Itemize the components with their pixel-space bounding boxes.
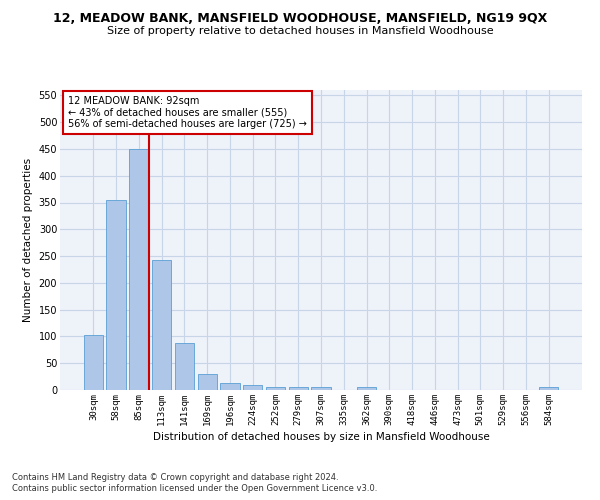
Bar bbox=[266, 388, 285, 390]
Bar bbox=[152, 260, 172, 390]
Bar bbox=[289, 388, 308, 390]
Bar bbox=[197, 374, 217, 390]
Bar bbox=[175, 343, 194, 390]
Y-axis label: Number of detached properties: Number of detached properties bbox=[23, 158, 33, 322]
Bar bbox=[220, 383, 239, 390]
Bar bbox=[357, 388, 376, 390]
Bar bbox=[84, 335, 103, 390]
Text: Size of property relative to detached houses in Mansfield Woodhouse: Size of property relative to detached ho… bbox=[107, 26, 493, 36]
Text: 12, MEADOW BANK, MANSFIELD WOODHOUSE, MANSFIELD, NG19 9QX: 12, MEADOW BANK, MANSFIELD WOODHOUSE, MA… bbox=[53, 12, 547, 26]
Bar bbox=[129, 149, 149, 390]
Bar bbox=[311, 388, 331, 390]
Text: 12 MEADOW BANK: 92sqm
← 43% of detached houses are smaller (555)
56% of semi-det: 12 MEADOW BANK: 92sqm ← 43% of detached … bbox=[68, 96, 307, 129]
Text: Contains HM Land Registry data © Crown copyright and database right 2024.: Contains HM Land Registry data © Crown c… bbox=[12, 472, 338, 482]
Bar bbox=[539, 388, 558, 390]
Text: Distribution of detached houses by size in Mansfield Woodhouse: Distribution of detached houses by size … bbox=[152, 432, 490, 442]
Bar bbox=[243, 385, 262, 390]
Text: Contains public sector information licensed under the Open Government Licence v3: Contains public sector information licen… bbox=[12, 484, 377, 493]
Bar bbox=[106, 200, 126, 390]
